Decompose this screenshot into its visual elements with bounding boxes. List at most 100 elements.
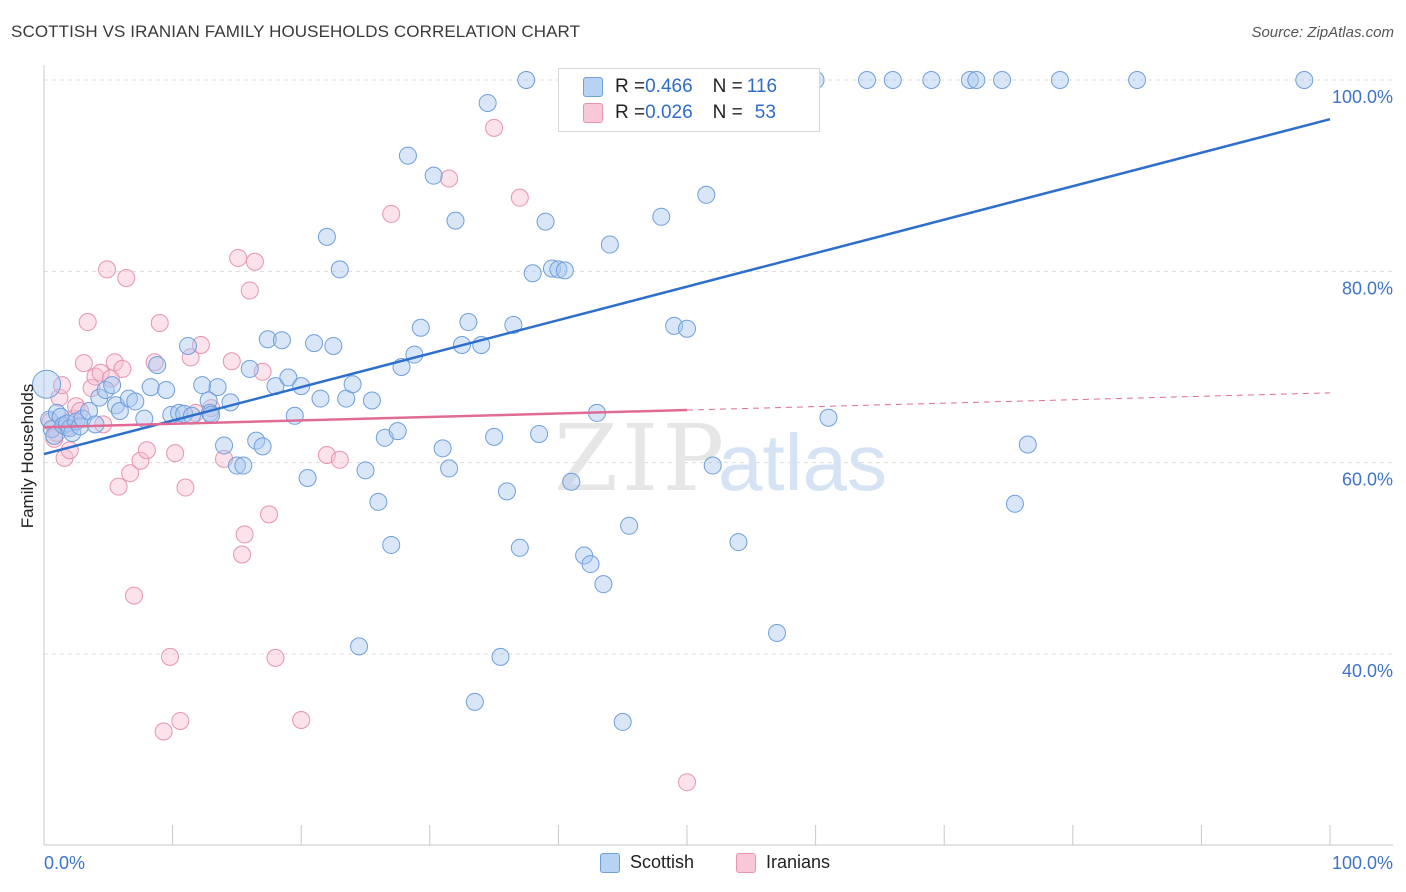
x-tick-label: 0.0%: [44, 853, 85, 873]
scottish-point: [555, 261, 574, 280]
scottish-point: [613, 712, 632, 731]
iranians-point: [125, 586, 144, 605]
scottish-point: [298, 468, 317, 487]
iranians-point: [145, 353, 164, 372]
scottish-point: [227, 456, 246, 475]
scottish-point: [504, 315, 523, 334]
axes: [43, 65, 1393, 846]
scottish-point: [1295, 71, 1314, 89]
scottish-point: [63, 424, 82, 443]
scottish-point: [967, 71, 986, 89]
scottish-point: [960, 71, 979, 89]
scottish-point: [600, 235, 619, 254]
scottish-point: [485, 427, 504, 446]
bottom-scottish-swatch: [600, 852, 620, 873]
scottish-point: [883, 71, 902, 89]
iranians-point: [229, 248, 248, 267]
scottish-point: [398, 146, 417, 165]
scottish-point: [317, 227, 336, 246]
scottish-point: [517, 71, 536, 89]
iranians-point: [166, 444, 185, 463]
iranians-point: [150, 313, 169, 332]
bottom-iranians-swatch: [736, 852, 756, 873]
bottom-scottish-label: Scottish: [630, 852, 695, 872]
scottish-point: [536, 212, 555, 231]
scottish-points: [32, 71, 1314, 731]
scottish-point: [362, 391, 381, 410]
scottish-point: [549, 260, 568, 279]
scottish-point: [90, 388, 109, 407]
scottish-point: [581, 555, 600, 574]
scottish-point: [279, 368, 298, 387]
y-tick-label: 100.0%: [1332, 87, 1393, 107]
scottish-point: [562, 472, 581, 491]
iranians-point: [176, 478, 195, 497]
iranians-point: [109, 477, 128, 496]
scottish-point: [215, 436, 234, 455]
iranians-point: [60, 441, 79, 460]
scottish-point: [1050, 71, 1069, 89]
bottom-legend-iranians: Iranians: [736, 852, 830, 873]
scottish-point: [530, 424, 549, 443]
legend-row-scottish: R = 0.466 N = 116: [583, 75, 777, 99]
scottish-point: [819, 408, 838, 427]
scottish-point: [652, 207, 671, 226]
scottish-point: [697, 185, 716, 204]
scottish-point: [510, 538, 529, 557]
iranians-point: [222, 352, 241, 371]
scottish-n-value: 116: [746, 76, 778, 97]
iranians-point: [266, 648, 285, 667]
scottish-point: [330, 260, 349, 279]
iranians-point: [105, 353, 124, 372]
scottish-point: [594, 575, 613, 594]
iranians-point: [245, 252, 264, 271]
iranians-point: [171, 711, 190, 730]
iranians-trend-line: [43, 408, 688, 429]
scottish-point: [1018, 435, 1037, 454]
iranians-point: [113, 359, 132, 378]
iranians-point: [240, 281, 259, 300]
iranians-point: [485, 118, 504, 137]
iranians-point: [161, 647, 180, 666]
scottish-point: [311, 389, 330, 408]
y-axis-label: Family Households: [18, 384, 37, 529]
y-tick-label: 80.0%: [1342, 278, 1393, 298]
tick-labels: 100.0% 80.0% 60.0% 40.0% 0.0% 100.0%: [44, 87, 1393, 873]
scottish-point: [405, 345, 424, 364]
iranians-point: [98, 260, 117, 279]
iranians-point: [82, 379, 101, 398]
scottish-point: [459, 313, 478, 332]
iranians-point: [121, 464, 140, 483]
scottish-point: [1005, 494, 1024, 513]
x-tick-label: 100.0%: [1332, 853, 1393, 873]
scottish-trend-line: [43, 118, 1331, 456]
scottish-r-value: 0.466: [645, 76, 693, 97]
iranians-point: [233, 545, 252, 564]
iranians-trend-extension: [686, 392, 1331, 411]
scottish-point: [324, 336, 343, 355]
scottish-point: [491, 647, 510, 666]
iranians-point: [330, 450, 349, 469]
iranians-points: [41, 118, 696, 792]
iranians-point: [440, 169, 459, 188]
scottish-point: [272, 331, 291, 350]
iranians-point: [181, 348, 200, 367]
iranians-point: [510, 188, 529, 207]
iranians-point: [53, 376, 72, 395]
scottish-point: [433, 439, 452, 458]
scottish-point: [465, 692, 484, 711]
scottish-point: [141, 378, 160, 397]
bottom-iranians-label: Iranians: [766, 852, 831, 872]
scottish-point: [678, 319, 696, 338]
iranians-point: [78, 313, 97, 332]
scottish-point: [126, 392, 145, 411]
scottish-point: [32, 369, 62, 399]
scottish-point: [157, 380, 176, 399]
y-tick-label: 60.0%: [1342, 470, 1393, 490]
watermark-atlas: atlas: [718, 418, 887, 507]
scottish-point: [388, 422, 407, 441]
scottish-point: [179, 336, 198, 355]
scottish-point: [729, 533, 748, 552]
iranians-point: [131, 451, 150, 470]
